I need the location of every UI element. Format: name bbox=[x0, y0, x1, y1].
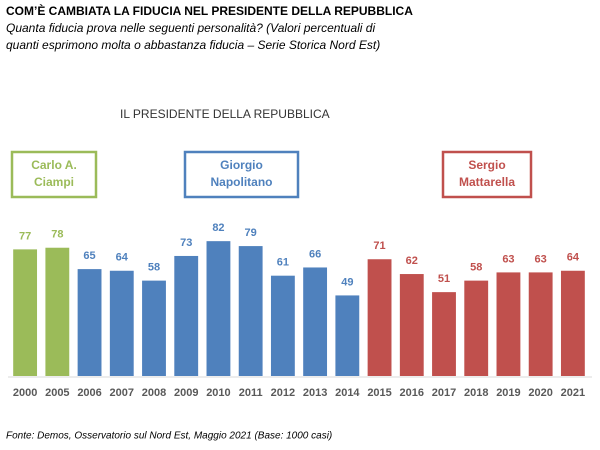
bar bbox=[335, 295, 360, 376]
x-tick-label: 2019 bbox=[496, 387, 520, 399]
bar bbox=[13, 249, 38, 376]
bar bbox=[399, 274, 424, 376]
annotation-text: Carlo A. bbox=[31, 158, 77, 172]
annotation-text: Mattarella bbox=[459, 175, 515, 189]
value-label: 63 bbox=[502, 253, 514, 265]
annotation-text: Giorgio bbox=[220, 158, 263, 172]
bar bbox=[174, 255, 199, 376]
value-label: 49 bbox=[341, 276, 353, 288]
value-label: 58 bbox=[470, 262, 482, 274]
value-label: 64 bbox=[116, 252, 129, 264]
value-label: 71 bbox=[373, 240, 385, 252]
bar bbox=[142, 280, 166, 376]
annotation-text: Ciampi bbox=[34, 175, 74, 189]
x-tick-label: 2000 bbox=[13, 387, 37, 399]
subtitle-line: Quanta fiducia prova nelle seguenti pers… bbox=[6, 21, 375, 35]
x-tick-label: 2015 bbox=[367, 387, 391, 399]
x-tick-label: 2020 bbox=[528, 387, 552, 399]
value-label: 73 bbox=[180, 237, 192, 249]
heading: COM’È CAMBIATA LA FIDUCIA NEL PRESIDENTE… bbox=[6, 3, 413, 18]
value-label: 61 bbox=[277, 257, 289, 269]
value-label: 77 bbox=[19, 230, 31, 242]
x-tick-label: 2011 bbox=[239, 387, 263, 399]
bar bbox=[560, 270, 585, 376]
x-tick-label: 2014 bbox=[335, 387, 360, 399]
annotation-box bbox=[10, 150, 98, 199]
x-tick-label: 2009 bbox=[174, 387, 198, 399]
annotation-text: Napolitano bbox=[211, 175, 273, 189]
subtitle-line: quanti esprimono molta o abbastanza fidu… bbox=[6, 38, 380, 52]
x-tick-label: 2017 bbox=[432, 387, 456, 399]
x-tick-label: 2018 bbox=[464, 387, 488, 399]
x-tick-label: 2010 bbox=[206, 387, 230, 399]
value-label: 78 bbox=[51, 229, 63, 241]
bar bbox=[303, 267, 328, 376]
bar bbox=[270, 275, 295, 376]
value-label: 51 bbox=[438, 273, 450, 285]
x-tick-label: 2007 bbox=[110, 387, 134, 399]
bar bbox=[432, 292, 456, 376]
chart-title: IL PRESIDENTE DELLA REPUBBLICA bbox=[120, 107, 330, 121]
bar bbox=[367, 259, 392, 376]
value-label: 63 bbox=[535, 253, 547, 265]
value-label: 65 bbox=[83, 250, 95, 262]
annotation-box bbox=[441, 150, 533, 199]
x-tick-label: 2012 bbox=[271, 387, 295, 399]
bar bbox=[464, 280, 489, 376]
bar bbox=[496, 272, 521, 376]
value-label: 66 bbox=[309, 248, 321, 260]
x-tick-label: 2006 bbox=[77, 387, 101, 399]
annotation-box bbox=[183, 150, 300, 199]
value-label: 64 bbox=[567, 252, 580, 264]
value-label: 58 bbox=[148, 262, 160, 274]
value-label: 82 bbox=[212, 222, 224, 234]
x-tick-label: 2016 bbox=[400, 387, 424, 399]
source: Fonte: Demos, Osservatorio sul Nord Est,… bbox=[6, 431, 332, 442]
bar bbox=[77, 269, 102, 376]
x-tick-label: 2021 bbox=[561, 387, 585, 399]
value-label: 79 bbox=[245, 227, 257, 239]
value-label: 62 bbox=[406, 255, 418, 267]
bar bbox=[45, 247, 70, 376]
bar bbox=[238, 246, 263, 376]
annotation-text: Sergio bbox=[468, 158, 505, 172]
bar bbox=[528, 272, 553, 376]
x-tick-label: 2005 bbox=[45, 387, 69, 399]
x-tick-label: 2008 bbox=[142, 387, 166, 399]
bar bbox=[109, 270, 134, 376]
bar bbox=[206, 241, 231, 376]
x-tick-label: 2013 bbox=[303, 387, 327, 399]
